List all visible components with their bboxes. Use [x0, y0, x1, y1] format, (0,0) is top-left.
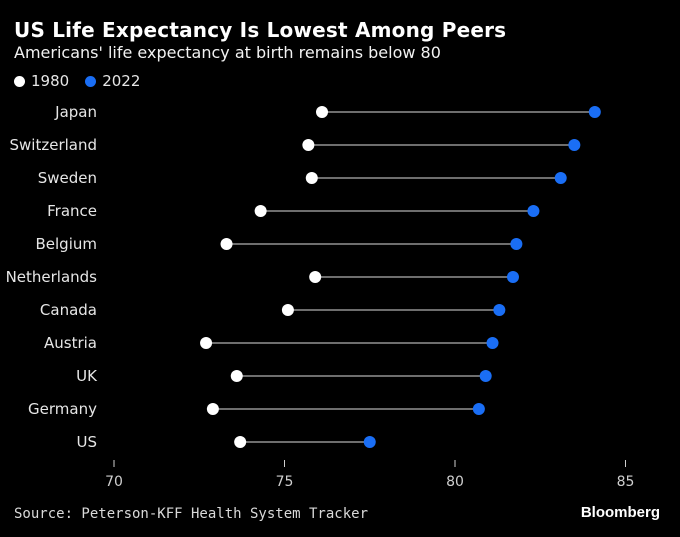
x-tick-label-70: 70: [105, 474, 123, 490]
point-1980-germany: [206, 403, 219, 415]
point-2022-japan: [588, 106, 601, 118]
legend-marker-2022: [85, 75, 97, 87]
point-1980-uk: [230, 370, 243, 382]
legend-item-2022: 2022: [85, 72, 140, 90]
point-2022-switzerland: [568, 139, 581, 151]
point-2022-sweden: [554, 172, 567, 184]
legend-marker-1980: [14, 75, 25, 87]
legend-label-2022: 2022: [102, 72, 141, 90]
point-2022-canada: [493, 304, 506, 316]
legend: 1980 2022: [14, 72, 156, 90]
point-2022-uk: [479, 370, 492, 382]
point-2022-netherlands: [506, 271, 519, 283]
category-label-belgium: Belgium: [36, 235, 98, 253]
chart-subtitle: Americans' life expectancy at birth rema…: [14, 43, 441, 62]
category-label-japan: Japan: [54, 103, 97, 121]
point-2022-germany: [472, 403, 485, 415]
point-2022-belgium: [510, 238, 523, 250]
point-2022-us: [363, 436, 376, 448]
category-label-switzerland: Switzerland: [10, 136, 98, 154]
category-label-us: US: [76, 433, 97, 451]
x-tick-label-75: 75: [276, 474, 294, 490]
legend-item-1980: 1980: [14, 72, 69, 90]
point-1980-france: [254, 205, 267, 217]
category-label-france: France: [47, 202, 97, 220]
category-label-uk: UK: [76, 367, 98, 385]
point-2022-france: [527, 205, 540, 217]
legend-label-1980: 1980: [31, 72, 70, 90]
category-label-canada: Canada: [40, 301, 97, 319]
point-1980-austria: [200, 337, 213, 349]
x-tick-label-80: 80: [446, 474, 464, 490]
category-label-austria: Austria: [44, 334, 97, 352]
point-1980-switzerland: [302, 139, 315, 151]
source-note: Source: Peterson-KFF Health System Track…: [14, 506, 369, 522]
point-1980-netherlands: [309, 271, 322, 283]
x-tick-label-85: 85: [617, 474, 635, 490]
point-1980-belgium: [220, 238, 233, 250]
category-label-sweden: Sweden: [38, 169, 97, 187]
point-1980-us: [234, 436, 247, 448]
point-1980-sweden: [305, 172, 318, 184]
category-label-netherlands: Netherlands: [6, 268, 98, 286]
point-1980-japan: [316, 106, 329, 118]
chart-title: US Life Expectancy Is Lowest Among Peers: [14, 18, 507, 42]
point-1980-canada: [281, 304, 294, 316]
brand-logo: Bloomberg: [580, 504, 660, 521]
point-2022-austria: [486, 337, 499, 349]
category-label-germany: Germany: [28, 400, 97, 418]
